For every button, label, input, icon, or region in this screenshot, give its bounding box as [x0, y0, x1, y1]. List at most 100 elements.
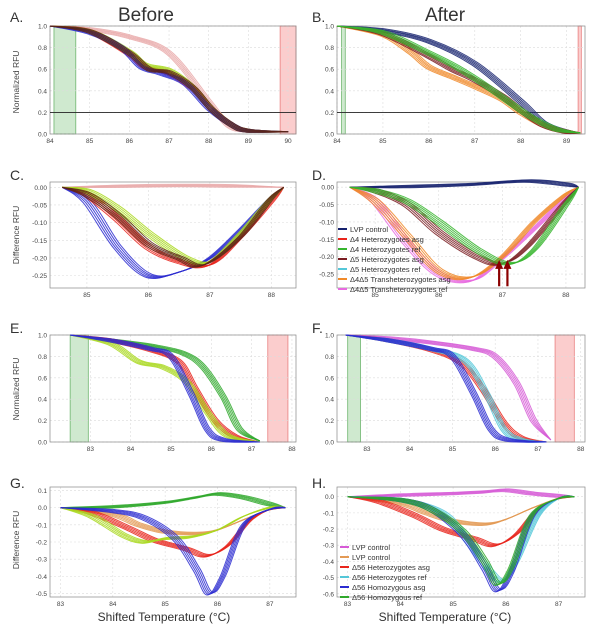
series-line — [345, 334, 552, 441]
series-line — [62, 186, 285, 267]
panel-h: H. 83 84 85 86 87 0.0 -0.1 -0.2 -0.3 -0.4 -0.5 -0.6 — [312, 475, 586, 608]
series-line — [347, 489, 575, 498]
y-tick-label: 1.0 — [38, 24, 47, 31]
legend-bottom: LVP control LVP control Δ56 Heterozygote… — [340, 543, 430, 602]
y-tick-label: 0.2 — [325, 110, 334, 117]
legend-label-d56-homo-ref: Δ56 Homozygous ref — [352, 593, 423, 602]
y-tick-label: 0.1 — [38, 488, 47, 495]
x-tick-label: 85 — [86, 138, 94, 145]
legend-label-trans-ref: Δ4Δ5 Transheterozygotes ref — [350, 285, 448, 294]
y-tick-label: 0.8 — [325, 45, 334, 52]
green-band — [341, 25, 346, 135]
x-tick-label: 83 — [363, 446, 371, 453]
panel-label-b: B. — [312, 9, 325, 25]
series-homo-ref — [347, 495, 575, 586]
green-band — [69, 334, 89, 443]
y-tick-label: 0.8 — [38, 45, 47, 52]
plot-frame — [49, 486, 297, 598]
y-tick-label: -0.4 — [323, 559, 335, 566]
legend-item-trans-asg: Δ4Δ5 Transheterozygotes asg — [338, 275, 451, 284]
series-lvp-control — [349, 179, 579, 189]
series-line — [70, 334, 260, 443]
series-line — [349, 186, 579, 278]
x-tick-label: 86 — [492, 446, 500, 453]
series-line — [336, 25, 581, 134]
red-band — [267, 334, 289, 443]
series-lvp-control — [62, 183, 284, 189]
legend-label-d4-asg: Δ4 Heterozygotes asg — [350, 235, 424, 244]
series-line — [49, 25, 289, 133]
panel-label-c: C. — [10, 167, 24, 183]
y-tick-label: -0.25 — [32, 273, 47, 280]
y-tick-label: -0.4 — [36, 574, 48, 581]
xlabel-right: Shifted Temperature (°C) — [379, 610, 512, 624]
x-tick-label: 84 — [109, 601, 117, 608]
x-tick-label: 87 — [499, 292, 507, 299]
y-tick-label: -0.20 — [32, 255, 47, 262]
y-tick-label: -0.10 — [32, 220, 47, 227]
legend-item-trans-ref: Δ4Δ5 Transheterozygotes ref — [338, 285, 448, 294]
series-line — [62, 186, 285, 264]
panel-label-f: F. — [312, 320, 323, 336]
series-line — [347, 495, 575, 581]
green-band — [347, 334, 361, 443]
x-tick-label: 87 — [555, 601, 563, 608]
y-tick-label: -0.05 — [319, 202, 334, 209]
red-band — [577, 25, 582, 135]
legend-label-lvp-orange: LVP control — [352, 553, 390, 562]
series-line — [70, 334, 260, 443]
x-tick-label: 86 — [425, 138, 433, 145]
header-after: After — [425, 5, 466, 26]
series-homo-ref — [60, 492, 286, 509]
series-line — [62, 186, 285, 268]
plot-frame — [49, 334, 297, 443]
y-tick-label: 0.6 — [38, 67, 47, 74]
legend-label-d4-ref: Δ4 Heterozygotes ref — [350, 245, 421, 254]
series-line — [347, 495, 575, 584]
legend-item-lvp-pink: LVP control — [340, 543, 390, 552]
x-tick-label: 85 — [379, 138, 387, 145]
series-line — [349, 186, 579, 266]
ylabel-g: Difference RFU — [11, 511, 21, 569]
legend-label-lvp-pink: LVP control — [352, 543, 390, 552]
x-tick-label: 85 — [372, 292, 380, 299]
y-tick-label: 0.4 — [38, 88, 47, 95]
y-tick-label: 0.4 — [325, 88, 334, 95]
x-tick-label: 87 — [266, 601, 274, 608]
series-trans-asg — [349, 186, 579, 281]
y-tick-label: -0.25 — [319, 272, 334, 279]
y-tick-label: -0.15 — [319, 237, 334, 244]
series-line — [70, 334, 260, 443]
series-line — [336, 25, 581, 134]
legend-item-d5-ref: Δ5 Heterozygotes ref — [338, 265, 421, 274]
series-line — [49, 25, 289, 133]
y-tick-label: 0.6 — [38, 375, 47, 382]
series-line — [336, 25, 581, 134]
y-tick-label: -0.15 — [32, 238, 47, 245]
x-tick-label: 88 — [577, 446, 585, 453]
x-tick-label: 87 — [471, 138, 479, 145]
series-line — [60, 506, 286, 555]
x-tick-label: 88 — [517, 138, 525, 145]
series-line — [349, 179, 579, 188]
panel-label-d: D. — [312, 167, 326, 183]
y-tick-label: 0.2 — [38, 110, 47, 117]
series-line — [70, 334, 260, 443]
series-line — [336, 25, 581, 134]
series-line — [62, 183, 284, 188]
arrow-head — [503, 259, 512, 269]
y-tick-label: 1.0 — [325, 333, 334, 340]
series-line — [70, 334, 260, 443]
x-tick-label: 88 — [205, 138, 213, 145]
series-line — [60, 492, 286, 509]
y-tick-label: -0.2 — [323, 527, 335, 534]
series-line — [345, 334, 547, 443]
series-line — [70, 334, 260, 443]
x-tick-label: 83 — [57, 601, 65, 608]
x-tick-label: 85 — [162, 601, 170, 608]
panel-label-h: H. — [312, 475, 326, 491]
y-tick-label: 0.4 — [38, 397, 47, 404]
arrow-head — [495, 259, 504, 269]
x-tick-label: 87 — [206, 292, 214, 299]
x-tick-label: 84 — [46, 138, 54, 145]
